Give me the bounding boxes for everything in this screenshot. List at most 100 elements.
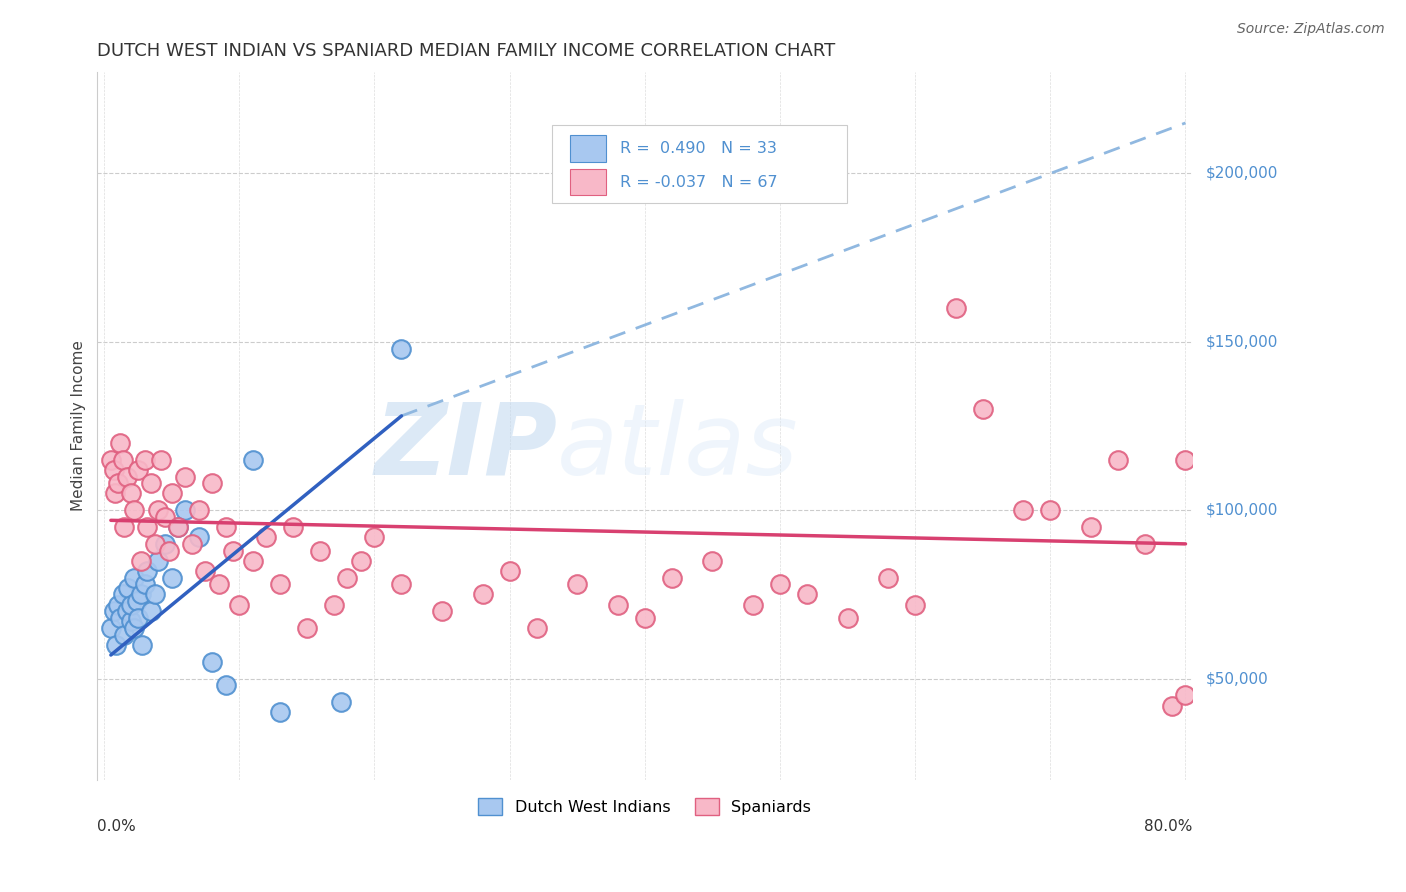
Point bbox=[125, 594, 148, 608]
Point bbox=[1107, 452, 1129, 467]
Point bbox=[187, 503, 209, 517]
Point bbox=[769, 577, 792, 591]
Point bbox=[115, 604, 138, 618]
Point bbox=[634, 611, 657, 625]
Text: $200,000: $200,000 bbox=[1206, 166, 1278, 181]
Point bbox=[100, 621, 122, 635]
Point bbox=[112, 452, 135, 467]
Text: 80.0%: 80.0% bbox=[1144, 819, 1192, 833]
Point bbox=[141, 604, 163, 618]
Point bbox=[972, 402, 994, 417]
Point bbox=[120, 615, 142, 629]
Point bbox=[153, 510, 176, 524]
Point bbox=[148, 503, 170, 517]
Point bbox=[103, 604, 125, 618]
Point bbox=[742, 598, 765, 612]
Point bbox=[112, 628, 135, 642]
Point bbox=[110, 435, 132, 450]
FancyBboxPatch shape bbox=[551, 126, 848, 203]
Point bbox=[228, 598, 250, 612]
Point bbox=[471, 587, 494, 601]
Point bbox=[606, 598, 628, 612]
Point bbox=[129, 554, 152, 568]
Text: R =  0.490   N = 33: R = 0.490 N = 33 bbox=[620, 141, 776, 156]
Y-axis label: Median Family Income: Median Family Income bbox=[72, 341, 86, 511]
Point bbox=[107, 476, 129, 491]
Point bbox=[309, 543, 332, 558]
Text: $150,000: $150,000 bbox=[1206, 334, 1278, 350]
Point bbox=[254, 530, 277, 544]
Point bbox=[215, 678, 238, 692]
Point bbox=[145, 587, 167, 601]
Point bbox=[208, 577, 231, 591]
Point bbox=[148, 554, 170, 568]
Point bbox=[129, 587, 152, 601]
Point bbox=[167, 520, 190, 534]
Point bbox=[201, 655, 224, 669]
Point bbox=[120, 486, 142, 500]
Point bbox=[134, 452, 156, 467]
Point bbox=[136, 520, 159, 534]
Point bbox=[127, 611, 149, 625]
Point bbox=[100, 452, 122, 467]
Point bbox=[391, 577, 413, 591]
Point bbox=[329, 695, 352, 709]
Point bbox=[157, 543, 180, 558]
Point bbox=[112, 587, 135, 601]
Point bbox=[187, 530, 209, 544]
Point bbox=[122, 570, 145, 584]
Text: DUTCH WEST INDIAN VS SPANIARD MEDIAN FAMILY INCOME CORRELATION CHART: DUTCH WEST INDIAN VS SPANIARD MEDIAN FAM… bbox=[97, 42, 835, 60]
Point bbox=[174, 503, 197, 517]
Point bbox=[122, 503, 145, 517]
Point bbox=[1133, 537, 1156, 551]
Point bbox=[945, 301, 967, 315]
Point bbox=[242, 554, 264, 568]
Point bbox=[174, 469, 197, 483]
Point bbox=[877, 570, 900, 584]
Point bbox=[181, 537, 204, 551]
Point bbox=[1012, 503, 1035, 517]
Point bbox=[160, 570, 183, 584]
Point bbox=[221, 543, 243, 558]
Point bbox=[336, 570, 359, 584]
Point bbox=[350, 554, 373, 568]
Point bbox=[112, 520, 135, 534]
Point bbox=[837, 611, 859, 625]
Point bbox=[269, 577, 291, 591]
Point bbox=[136, 564, 159, 578]
Point bbox=[498, 564, 520, 578]
Point bbox=[1174, 452, 1197, 467]
Point bbox=[110, 611, 132, 625]
Point bbox=[104, 486, 127, 500]
Point bbox=[120, 598, 142, 612]
Text: atlas: atlas bbox=[557, 399, 799, 496]
Point bbox=[103, 463, 125, 477]
Point bbox=[160, 486, 183, 500]
Point bbox=[430, 604, 453, 618]
Text: ZIP: ZIP bbox=[374, 399, 557, 496]
Point bbox=[167, 520, 190, 534]
Point bbox=[215, 520, 238, 534]
Legend: Dutch West Indians, Spaniards: Dutch West Indians, Spaniards bbox=[472, 792, 818, 822]
Point bbox=[134, 577, 156, 591]
Text: $100,000: $100,000 bbox=[1206, 503, 1278, 517]
Text: 0.0%: 0.0% bbox=[97, 819, 136, 833]
Point bbox=[107, 598, 129, 612]
Point bbox=[105, 638, 128, 652]
Point bbox=[904, 598, 927, 612]
Point bbox=[141, 476, 163, 491]
Point bbox=[283, 520, 305, 534]
Point bbox=[149, 452, 172, 467]
Point bbox=[127, 463, 149, 477]
Text: Source: ZipAtlas.com: Source: ZipAtlas.com bbox=[1237, 22, 1385, 37]
Point bbox=[391, 342, 413, 356]
Point bbox=[702, 554, 724, 568]
Text: R = -0.037   N = 67: R = -0.037 N = 67 bbox=[620, 175, 778, 189]
Point bbox=[1039, 503, 1062, 517]
Point bbox=[145, 537, 167, 551]
Point bbox=[242, 452, 264, 467]
Point bbox=[661, 570, 683, 584]
Point bbox=[153, 537, 176, 551]
Point bbox=[363, 530, 385, 544]
Point bbox=[567, 577, 589, 591]
